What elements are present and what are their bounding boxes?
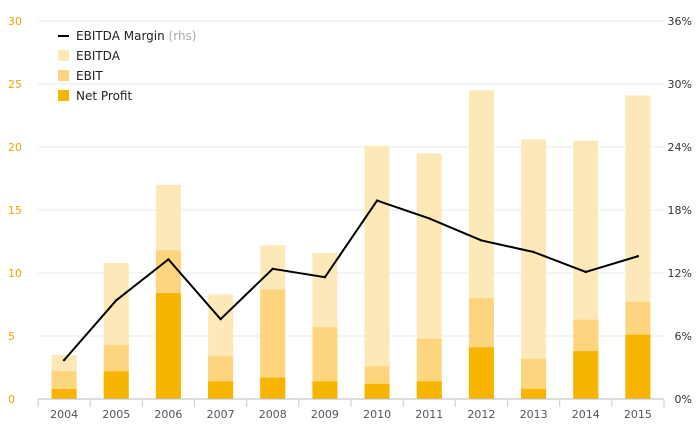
- margin-line-group: [62, 199, 640, 362]
- net-profit-bar: [468, 347, 494, 399]
- legend-label-ebitda-margin-name: EBITDA Margin: [76, 29, 169, 43]
- y-left-tick-label: 15: [8, 204, 22, 217]
- legend-swatch-net-profit: [58, 90, 69, 101]
- ebitda-margin-point: [62, 358, 66, 362]
- ebitda-bar: [364, 145, 390, 399]
- net-profit-bar: [260, 377, 286, 399]
- y-right-tick-label: 30%: [668, 78, 692, 91]
- y-left-tick-label: 25: [8, 78, 22, 91]
- y-axis-right: 0% 6% 12% 18% 24% 30% 36%: [668, 15, 692, 406]
- ebitda-margin-point: [219, 318, 222, 321]
- y-right-tick-label: 0%: [675, 393, 692, 406]
- legend-label-ebitda: EBITDA: [76, 49, 121, 63]
- net-profit-bar: [416, 381, 442, 399]
- x-axis: 2004 2005 2006 2007 2008 2009 2010 2011 2012 2013…: [37, 398, 665, 421]
- legend-swatch-ebit: [58, 70, 69, 81]
- ebitda-margin-point: [584, 270, 587, 274]
- ebitda-margin-point: [636, 255, 640, 258]
- x-tick-label: 2009: [311, 408, 339, 421]
- y-right-tick-label: 24%: [668, 141, 692, 154]
- net-profit-bar: [625, 334, 651, 399]
- y-left-tick-label: 0: [8, 393, 15, 406]
- y-left-tick-label: 30: [8, 15, 22, 28]
- ebitda-margin-line: [63, 199, 639, 361]
- x-tick-label: 2011: [415, 408, 443, 421]
- legend-label-rhs: (rhs): [169, 29, 197, 43]
- bars: [51, 90, 651, 400]
- legend-swatch-ebitda: [58, 50, 69, 61]
- x-tick-label: 2007: [207, 408, 235, 421]
- gridlines: [38, 20, 664, 337]
- ebitda-margin-point: [271, 267, 274, 270]
- y-left-tick-label: 20: [8, 141, 22, 154]
- legend-label-ebitda-margin: EBITDA Margin (rhs): [76, 29, 197, 43]
- x-tick-label: 2005: [102, 408, 130, 421]
- legend-item-ebitda: EBITDA: [58, 49, 121, 63]
- ebitda-margin-point: [428, 217, 431, 220]
- net-profit-bar: [51, 388, 77, 399]
- net-profit-bar: [364, 383, 390, 399]
- y-right-tick-label: 12%: [668, 267, 692, 280]
- y-axis-left: 0 5 10 15 20 25 30: [8, 15, 22, 406]
- ebitda-margin-point: [167, 258, 170, 261]
- y-right-tick-label: 6%: [675, 330, 692, 343]
- legend-label-ebit: EBIT: [76, 69, 103, 83]
- net-profit-bar: [155, 293, 181, 399]
- x-tick-label: 2004: [50, 408, 78, 421]
- legend: EBITDA Margin (rhs) EBITDA EBIT Net Profit: [58, 29, 197, 103]
- x-tick-label: 2008: [259, 408, 287, 421]
- ebitda-bar: [521, 139, 547, 399]
- ebitda-margin-point: [480, 239, 483, 242]
- net-profit-bar: [208, 381, 234, 399]
- ebitda-margin-point: [115, 299, 118, 302]
- net-profit-bar: [573, 351, 599, 399]
- net-profit-bar: [521, 388, 547, 399]
- x-tick-label: 2012: [467, 408, 495, 421]
- x-tick-label: 2013: [520, 408, 548, 421]
- legend-item-ebitda-margin: EBITDA Margin (rhs): [58, 29, 197, 43]
- x-tick-label: 2015: [624, 408, 652, 421]
- y-left-tick-label: 10: [8, 267, 22, 280]
- y-left-tick-label: 5: [8, 330, 15, 343]
- x-tick-label: 2006: [154, 408, 182, 421]
- ebitda-margin-point: [375, 199, 379, 202]
- y-right-tick-label: 18%: [668, 204, 692, 217]
- legend-item-net-profit: Net Profit: [58, 89, 132, 103]
- net-profit-bar: [103, 371, 129, 399]
- x-tick-label: 2010: [363, 408, 391, 421]
- legend-label-net-profit: Net Profit: [76, 89, 132, 103]
- legend-item-ebit: EBIT: [58, 69, 103, 83]
- x-tick-label: 2014: [572, 408, 600, 421]
- ebitda-margin-point: [323, 276, 327, 279]
- net-profit-bar: [312, 381, 338, 399]
- ebitda-margin-point: [532, 250, 535, 254]
- y-right-tick-label: 36%: [668, 15, 692, 28]
